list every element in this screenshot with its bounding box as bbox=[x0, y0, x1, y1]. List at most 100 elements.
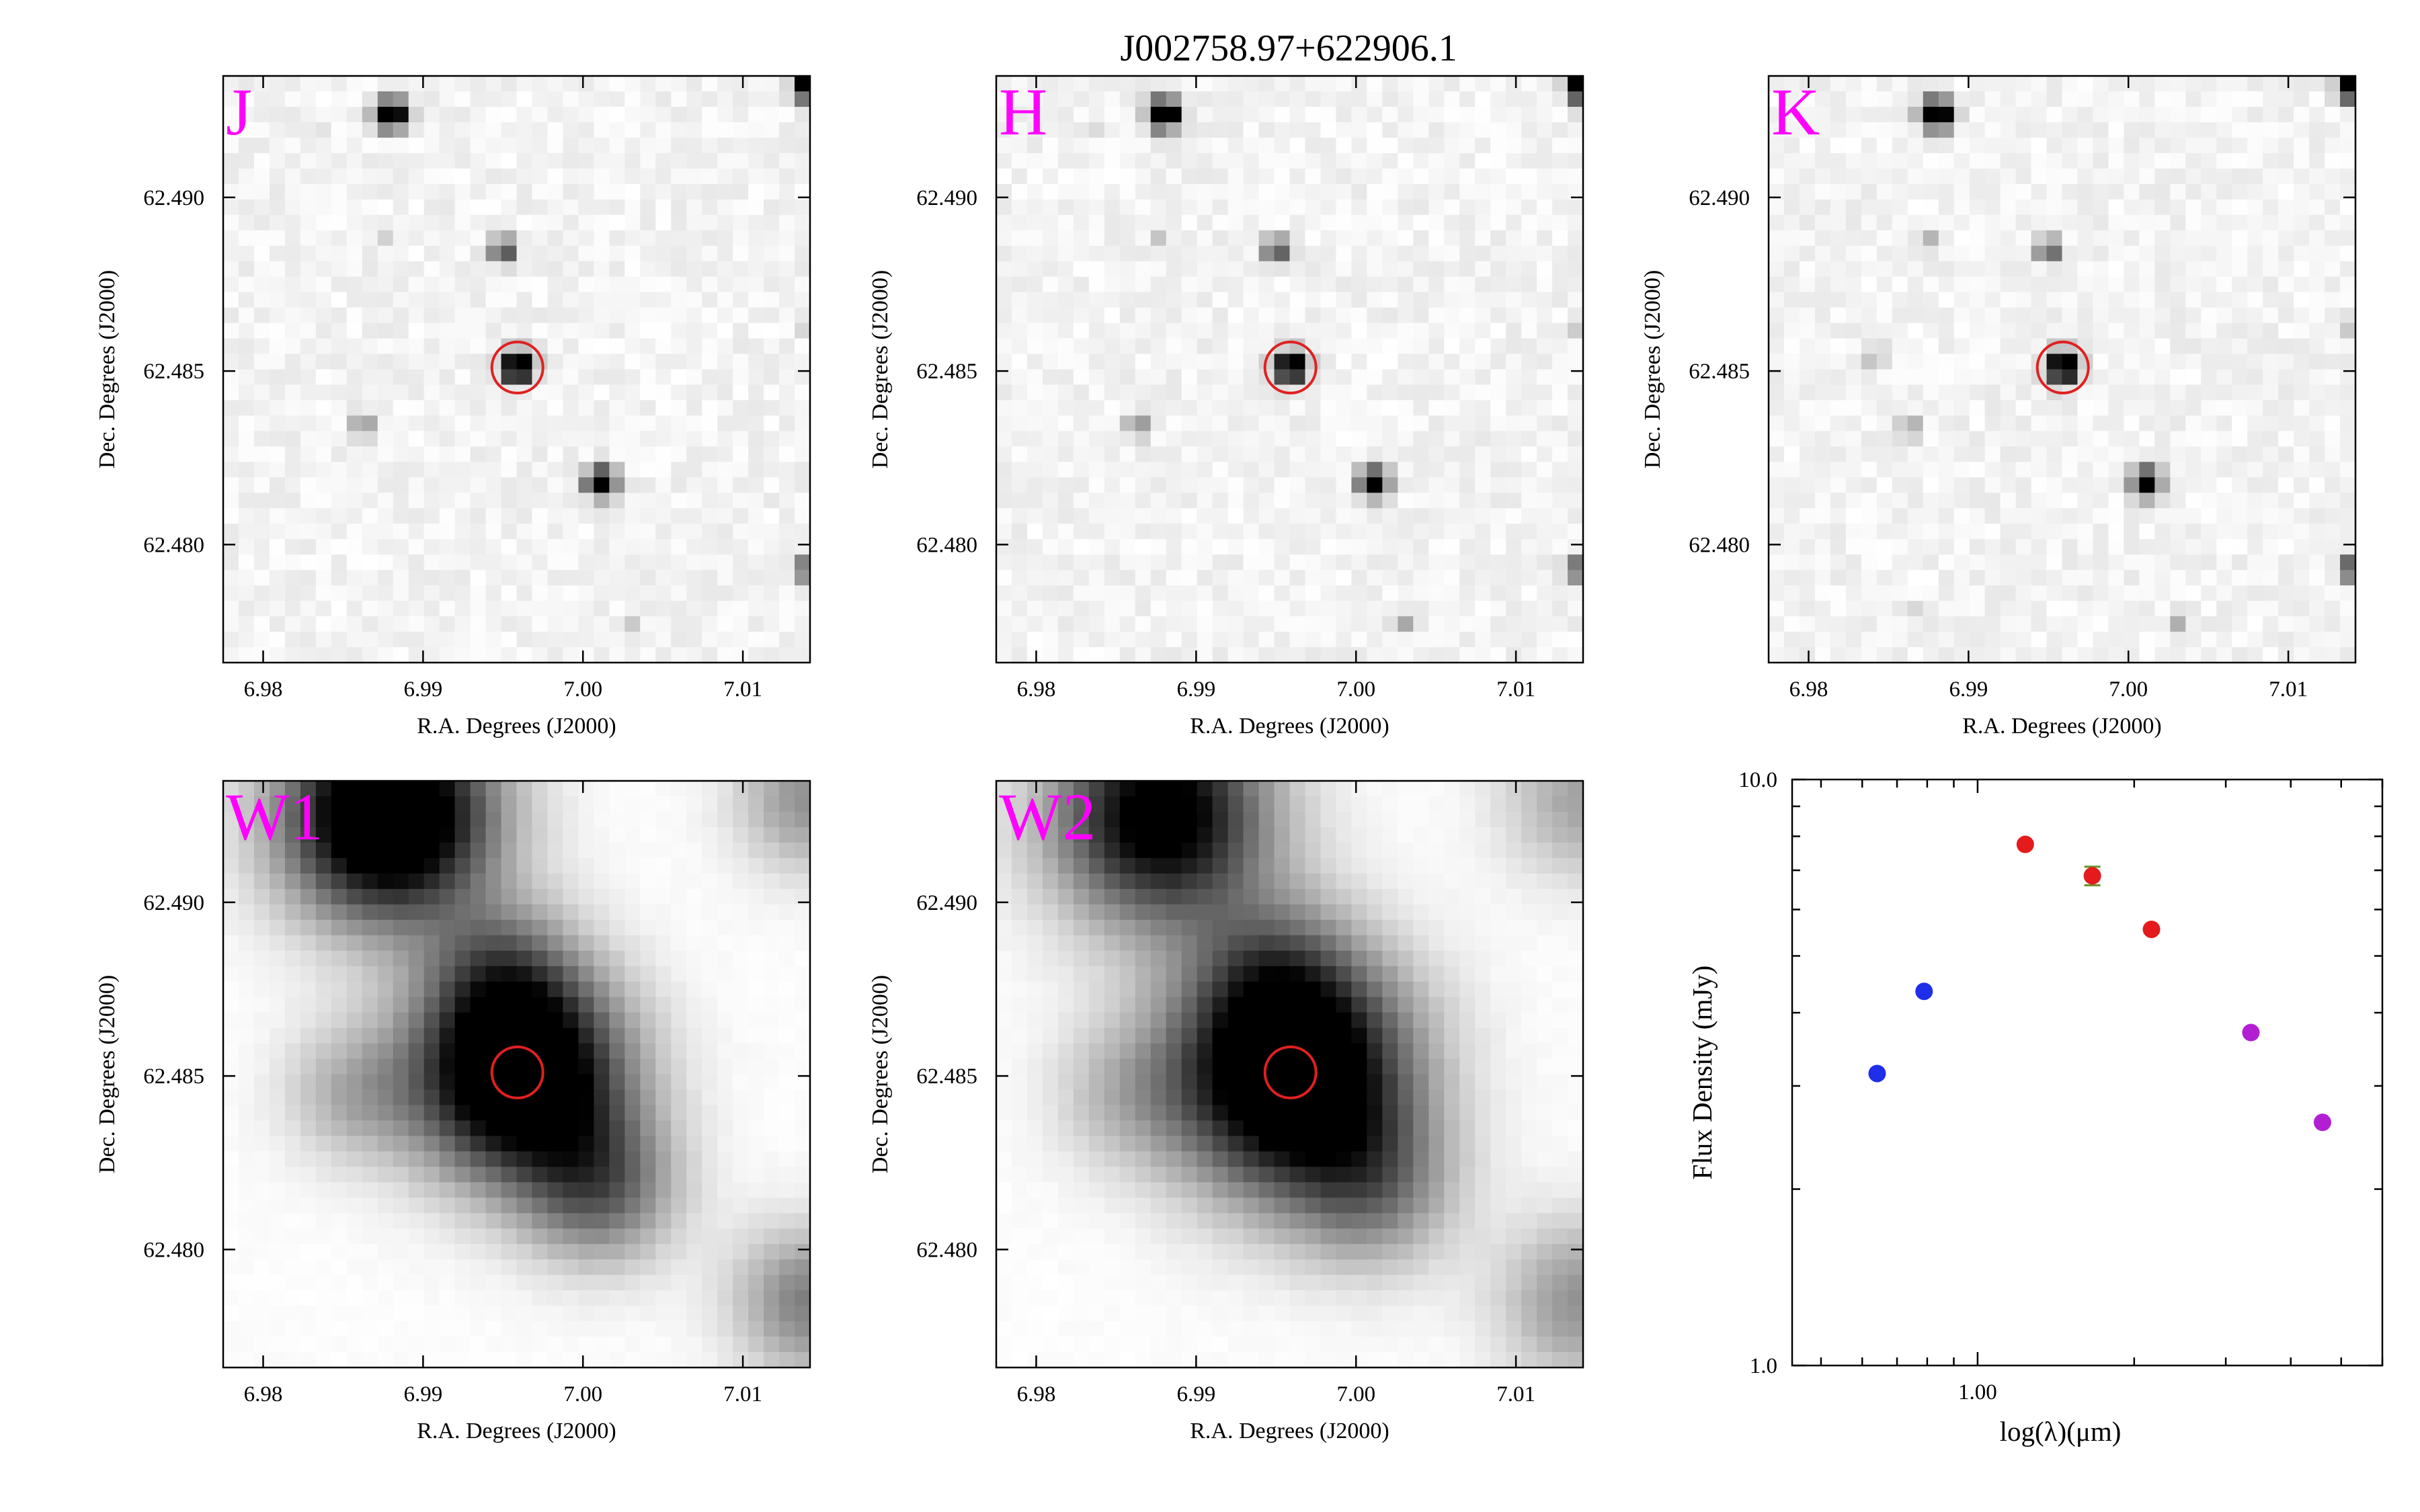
image-pixel bbox=[1969, 183, 1986, 200]
image-pixel bbox=[470, 214, 487, 231]
image-pixel bbox=[362, 91, 378, 108]
image-pixel bbox=[1459, 261, 1476, 278]
image-pixel bbox=[223, 168, 239, 185]
image-pixel bbox=[1413, 261, 1429, 278]
image-pixel bbox=[377, 570, 394, 586]
image-pixel bbox=[532, 508, 549, 524]
image-pixel bbox=[1026, 214, 1043, 231]
image-pixel bbox=[300, 966, 317, 982]
image-pixel bbox=[1026, 462, 1043, 478]
image-pixel bbox=[284, 1012, 301, 1029]
image-pixel bbox=[424, 523, 440, 540]
image-pixel bbox=[578, 935, 594, 952]
image-pixel bbox=[1073, 323, 1090, 339]
image-pixel bbox=[686, 493, 702, 509]
image-pixel bbox=[1861, 570, 1878, 586]
image-pixel bbox=[996, 570, 1012, 586]
image-pixel bbox=[1181, 214, 1198, 231]
image-pixel bbox=[1135, 570, 1152, 586]
image-pixel bbox=[470, 523, 487, 540]
image-pixel bbox=[733, 338, 749, 355]
image-pixel bbox=[640, 632, 656, 648]
image-pixel bbox=[1984, 508, 2001, 524]
image-pixel bbox=[1969, 431, 1986, 447]
image-pixel bbox=[2062, 400, 2079, 417]
image-pixel bbox=[1367, 230, 1383, 247]
x-axis-label: R.A. Degrees (J2000) bbox=[1190, 714, 1389, 739]
image-pixel bbox=[2170, 338, 2186, 355]
image-pixel bbox=[1845, 76, 1862, 92]
image-pixel bbox=[532, 276, 549, 293]
image-pixel bbox=[1907, 353, 1924, 370]
image-pixel bbox=[516, 796, 533, 812]
image-pixel bbox=[501, 168, 518, 185]
image-pixel bbox=[702, 137, 718, 154]
image-pixel bbox=[1382, 384, 1398, 401]
image-pixel bbox=[377, 811, 394, 828]
image-pixel bbox=[1830, 415, 1847, 431]
image-pixel bbox=[1289, 276, 1306, 293]
image-pixel bbox=[609, 477, 625, 493]
cutout-image bbox=[1769, 76, 2355, 663]
image-pixel bbox=[764, 446, 780, 462]
image-pixel bbox=[1119, 369, 1136, 386]
image-pixel bbox=[284, 307, 301, 324]
image-pixel bbox=[1953, 153, 1970, 169]
image-pixel bbox=[1197, 493, 1213, 509]
image-pixel bbox=[1521, 431, 1537, 447]
image-pixel bbox=[2278, 431, 2294, 447]
image-pixel bbox=[1073, 431, 1090, 447]
image-pixel bbox=[2062, 415, 2079, 431]
image-pixel bbox=[362, 415, 378, 431]
image-pixel bbox=[439, 523, 456, 540]
image-pixel bbox=[764, 369, 780, 386]
image-pixel bbox=[686, 904, 702, 921]
image-pixel bbox=[485, 601, 502, 617]
image-pixel bbox=[1243, 369, 1260, 386]
image-pixel bbox=[1243, 493, 1260, 509]
image-pixel bbox=[485, 827, 502, 843]
image-pixel bbox=[1382, 323, 1398, 339]
image-pixel bbox=[1428, 153, 1445, 169]
image-pixel bbox=[315, 950, 332, 967]
image-pixel bbox=[346, 493, 363, 509]
image-pixel bbox=[2000, 477, 2017, 493]
image-pixel bbox=[532, 183, 549, 200]
image-pixel bbox=[2000, 539, 2017, 555]
image-pixel bbox=[2000, 214, 2017, 231]
image-pixel bbox=[253, 199, 270, 216]
image-pixel bbox=[2154, 137, 2171, 154]
image-pixel bbox=[2325, 632, 2341, 648]
image-pixel bbox=[1799, 446, 1816, 462]
image-pixel bbox=[424, 796, 440, 812]
image-pixel bbox=[779, 888, 795, 905]
image-pixel bbox=[1799, 431, 1816, 447]
image-pixel bbox=[2185, 214, 2202, 231]
image-pixel bbox=[655, 369, 672, 386]
image-pixel bbox=[516, 153, 533, 169]
image-pixel bbox=[238, 570, 255, 586]
image-pixel bbox=[331, 477, 348, 493]
image-pixel bbox=[408, 570, 425, 586]
image-pixel bbox=[1953, 91, 1970, 108]
image-pixel bbox=[223, 585, 239, 601]
image-pixel bbox=[408, 904, 425, 921]
image-pixel bbox=[439, 183, 456, 200]
x-tick-label: 6.99 bbox=[403, 677, 442, 702]
image-pixel bbox=[1274, 292, 1291, 308]
image-pixel bbox=[362, 493, 378, 509]
image-pixel bbox=[547, 153, 564, 169]
image-pixel bbox=[702, 214, 718, 231]
image-pixel bbox=[1336, 585, 1352, 601]
image-pixel bbox=[2108, 647, 2124, 663]
image-pixel bbox=[1953, 137, 1970, 154]
image-pixel bbox=[362, 554, 378, 571]
image-pixel bbox=[1923, 199, 1939, 216]
image-pixel bbox=[686, 950, 702, 967]
image-pixel bbox=[1073, 214, 1090, 231]
image-pixel bbox=[702, 431, 718, 447]
image-pixel bbox=[516, 981, 533, 998]
image-pixel bbox=[1026, 323, 1043, 339]
image-pixel bbox=[501, 842, 518, 859]
image-pixel bbox=[1382, 292, 1398, 308]
